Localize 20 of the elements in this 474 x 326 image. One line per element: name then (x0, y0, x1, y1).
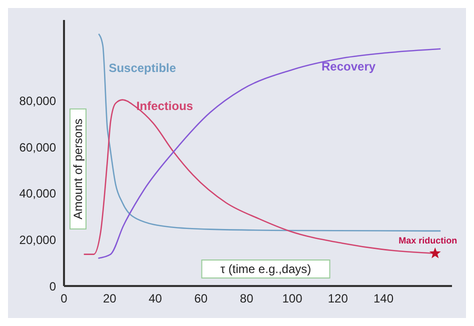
x-tick-label: 120 (328, 292, 348, 306)
x-axis-title: τ (time e.g.,days) (220, 262, 312, 276)
y-tick-label: 80,000 (19, 94, 56, 108)
x-tick-label: 20 (102, 292, 117, 306)
y-axis-title: Amount of persons (71, 118, 85, 220)
x-tick-label: 60 (194, 292, 208, 306)
annotation: Max riduction (398, 235, 458, 246)
y-tick-label: 20,000 (19, 233, 56, 247)
y-tick-label: 40,000 (19, 186, 56, 201)
series-label: Susceptible (108, 60, 176, 75)
y-tick-label: 0 (49, 279, 56, 294)
x-tick-label: 140 (374, 292, 394, 306)
series-label: Recovery (322, 59, 376, 74)
series-label: Infectious (136, 98, 194, 113)
x-tick-label: 40 (148, 292, 162, 306)
line-series (98, 33, 442, 232)
x-tick-label: 0 (60, 292, 68, 306)
x-tick-label: 80 (240, 292, 254, 306)
x-tick-label: 100 (282, 292, 303, 306)
y-tick-label: 60,000 (19, 140, 56, 154)
